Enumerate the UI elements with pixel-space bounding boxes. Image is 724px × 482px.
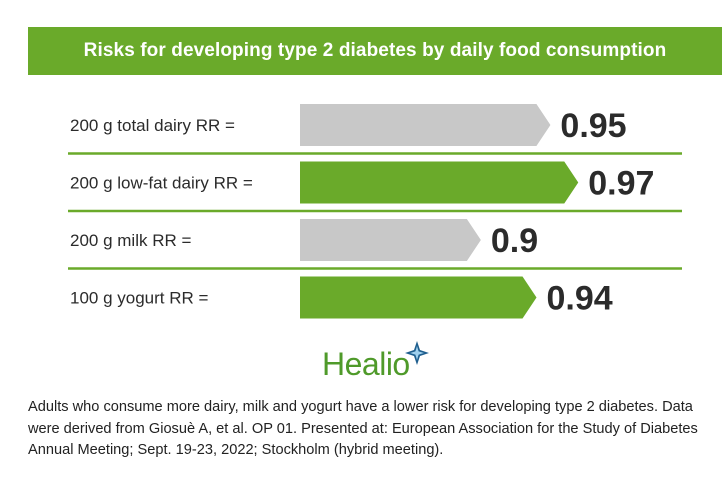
bar [300,276,537,319]
bar-value-label: 0.97 [588,165,654,203]
bar-value-label: 0.9 [491,222,538,260]
bar-label: 200 g milk RR = [70,231,191,250]
logo-text: Healio [322,346,410,382]
bar-label: 200 g total dairy RR = [70,116,235,135]
bar-value-label: 0.94 [547,280,613,318]
healio-logo: Healio [322,336,436,380]
bar [300,219,481,261]
chart-title: Risks for developing type 2 diabetes by … [83,40,667,61]
chart-figure: Risks for developing type 2 diabetes by … [28,0,722,390]
bar [300,161,579,204]
bar-chart: 200 g total dairy RR = 0.95 200 g low-fat … [68,104,682,319]
bar-value-label: 0.95 [560,107,626,145]
bar [300,104,551,146]
chart-header: Risks for developing type 2 diabetes by … [28,27,722,75]
bar-label: 200 g low-fat dairy RR = [70,174,253,193]
bars-layer: 200 g total dairy RR = 0.95 200 g low-fat … [68,104,682,319]
bar-label: 100 g yogurt RR = [70,289,209,308]
figure-caption: Adults who consume more dairy, milk and … [28,399,698,458]
star-icon [404,341,429,365]
